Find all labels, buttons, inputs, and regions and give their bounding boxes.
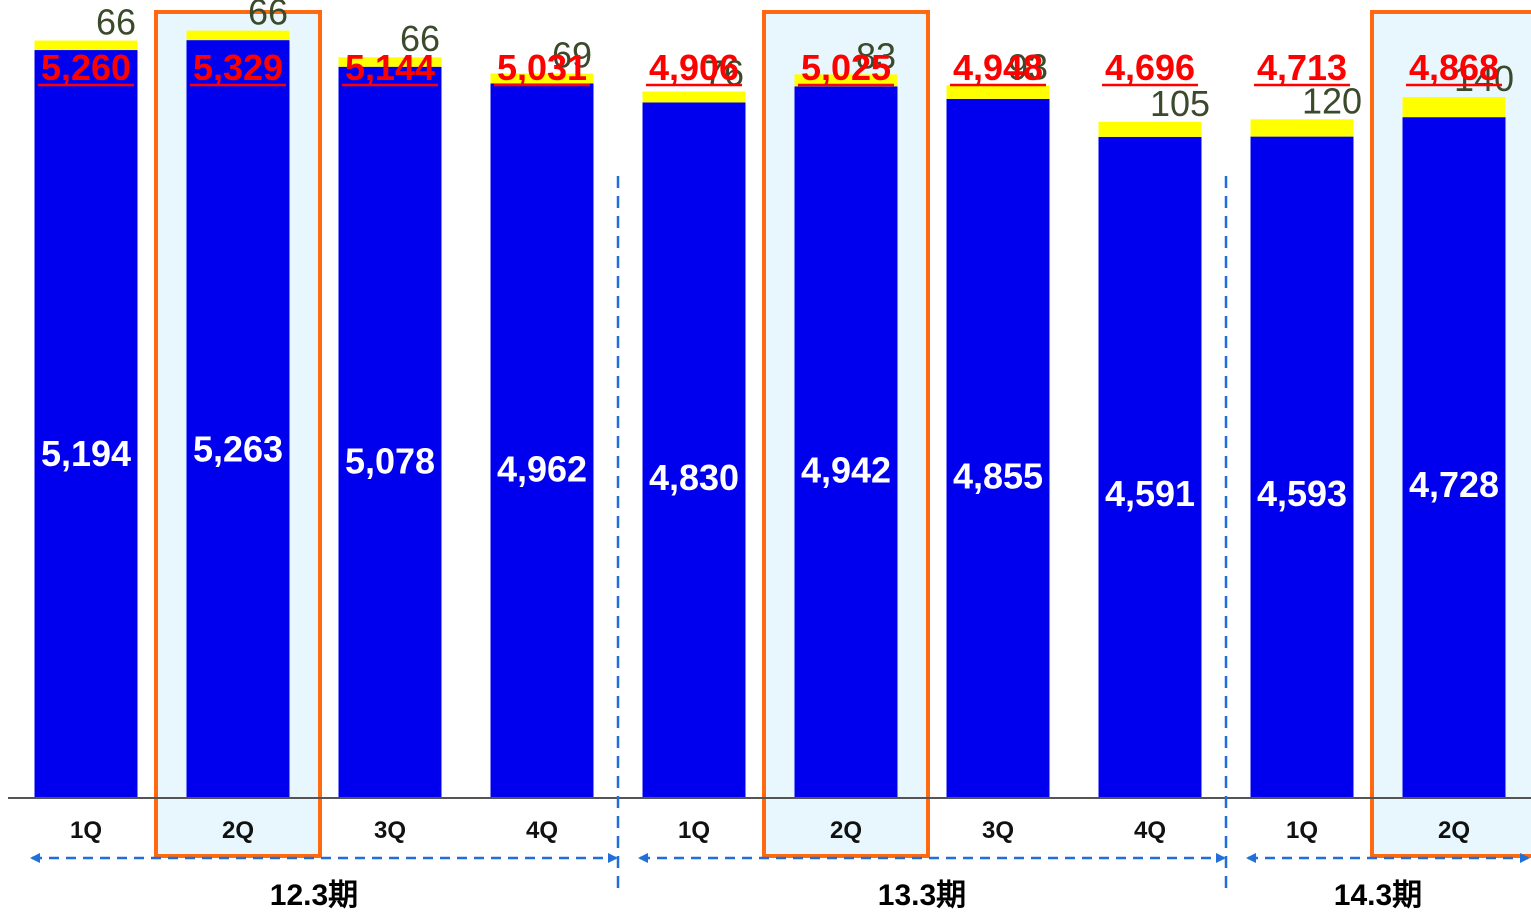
bar-top <box>34 40 138 51</box>
bar-top-label: 66 <box>248 0 288 33</box>
total-label: 5,260 <box>41 47 131 88</box>
bar-base-label: 5,263 <box>193 428 283 469</box>
total-label: 5,025 <box>801 47 891 88</box>
bar-top-label: 140 <box>1454 58 1514 99</box>
bar-base <box>1098 136 1202 799</box>
bar-base <box>642 102 746 799</box>
period-label: 14.3期 <box>1334 879 1422 912</box>
bar-top <box>1250 119 1354 137</box>
category-tick-label: 1Q <box>70 817 102 844</box>
bar-base <box>186 40 290 798</box>
bar-top <box>946 85 1050 99</box>
total-label: 4,713 <box>1257 47 1347 88</box>
category-tick-label: 3Q <box>374 817 406 844</box>
bar-top <box>642 91 746 103</box>
category-tick-label: 2Q <box>1438 817 1470 844</box>
total-label: 4,696 <box>1105 47 1195 88</box>
bar-top-label: 76 <box>704 53 744 94</box>
total-label: 4,948 <box>953 47 1043 88</box>
bar-base-label: 5,194 <box>41 433 131 474</box>
bar-base-label: 4,942 <box>801 450 891 491</box>
bar-base-label: 4,962 <box>497 448 587 489</box>
bar-base-label: 4,728 <box>1409 464 1499 505</box>
bar-base-label: 5,078 <box>345 441 435 482</box>
bar-base <box>338 66 442 799</box>
total-label: 4,906 <box>649 47 739 88</box>
total-label: 5,031 <box>497 47 587 88</box>
bar-top <box>1098 121 1202 137</box>
period-label: 12.3期 <box>270 879 358 912</box>
bar-base-label: 4,591 <box>1105 473 1195 514</box>
bar-top-label: 66 <box>96 2 136 43</box>
bar-top <box>490 73 594 84</box>
bar-base <box>490 83 594 798</box>
bar-base-label: 4,830 <box>649 457 739 498</box>
bar-top-label: 120 <box>1302 80 1362 121</box>
bar-top-label: 83 <box>856 35 896 76</box>
bar-base-label: 4,855 <box>953 455 1043 496</box>
bar-top <box>186 30 290 41</box>
bar-top-label: 66 <box>400 18 440 59</box>
bar-top-label: 93 <box>1008 46 1048 87</box>
bar-top-label: 105 <box>1150 83 1210 124</box>
bar-base <box>794 86 898 798</box>
period-label: 13.3期 <box>878 879 966 912</box>
total-label: 4,868 <box>1409 47 1499 88</box>
bar-top <box>1402 96 1506 118</box>
category-tick-label: 1Q <box>1286 817 1318 844</box>
category-tick-label: 2Q <box>222 817 254 844</box>
bar-base <box>946 98 1050 798</box>
bar-base <box>1402 117 1506 798</box>
bar-base-label: 4,593 <box>1257 473 1347 514</box>
total-label: 5,329 <box>193 47 283 88</box>
category-tick-label: 4Q <box>1134 817 1166 844</box>
bar-top <box>794 74 898 87</box>
category-tick-label: 2Q <box>830 817 862 844</box>
bar-base <box>34 50 138 799</box>
category-tick-label: 1Q <box>678 817 710 844</box>
bar-top <box>338 57 442 67</box>
category-tick-label: 4Q <box>526 817 558 844</box>
category-tick-label: 3Q <box>982 817 1014 844</box>
bar-base <box>1250 136 1354 798</box>
total-label: 5,144 <box>345 47 435 88</box>
bar-top-label: 69 <box>552 35 592 76</box>
